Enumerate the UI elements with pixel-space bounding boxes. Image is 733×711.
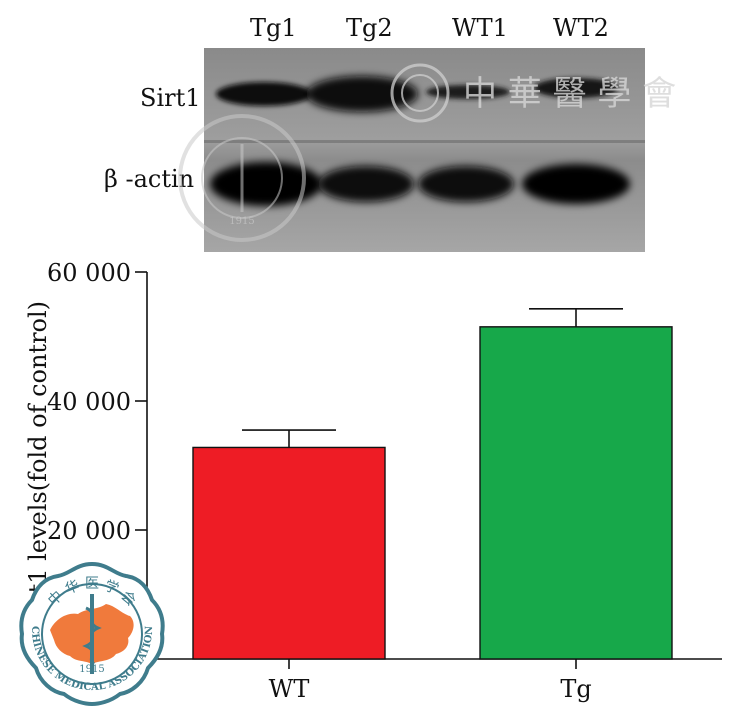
- lane-label-wt2: WT2: [553, 14, 609, 42]
- watermark-top-right: 中 華 醫 學 會: [390, 63, 676, 123]
- watermark-blot-seal-year: 1915: [229, 216, 254, 227]
- x-tick-label-wt: WT: [269, 675, 310, 703]
- band-actin-wt1: [418, 166, 514, 202]
- lane-label-wt1: WT1: [452, 14, 508, 42]
- y-tick-label: 60 000: [47, 259, 131, 287]
- band-sirt1-tg2: [306, 76, 418, 112]
- watermark-cn-text: 中 華 醫 學 會: [463, 74, 676, 114]
- y-axis-label: Sirt1 levels(fold of control): [24, 301, 52, 629]
- watermark-blot-seal: 1915: [178, 114, 306, 242]
- x-tick-label-tg: Tg: [560, 675, 591, 703]
- row-label-sirt1: Sirt1: [140, 84, 201, 112]
- bar-wt: [192, 446, 386, 660]
- band-actin-tg1: [210, 162, 322, 206]
- cma-seal-logo: 中 华 医 学 会 CHINESE MEDICAL ASSOCIATION 19…: [19, 561, 165, 706]
- y-tick-label: 20 000: [47, 517, 131, 545]
- seal-year: 1915: [79, 664, 104, 675]
- watermark-seal-icon: [390, 63, 450, 123]
- blot-divider: [204, 140, 645, 143]
- lane-label-tg2: Tg2: [346, 14, 393, 42]
- band-sirt1-wt2: [534, 78, 618, 98]
- band-actin-tg2: [318, 166, 414, 202]
- y-tick-label: 40 000: [47, 388, 131, 416]
- band-actin-wt2: [522, 164, 630, 204]
- watermark-blot-seal-icon: [178, 114, 306, 242]
- bar-tg: [479, 326, 673, 660]
- band-sirt1-tg1: [216, 82, 312, 106]
- lane-label-tg1: Tg1: [250, 14, 297, 42]
- blot-image: [204, 48, 645, 252]
